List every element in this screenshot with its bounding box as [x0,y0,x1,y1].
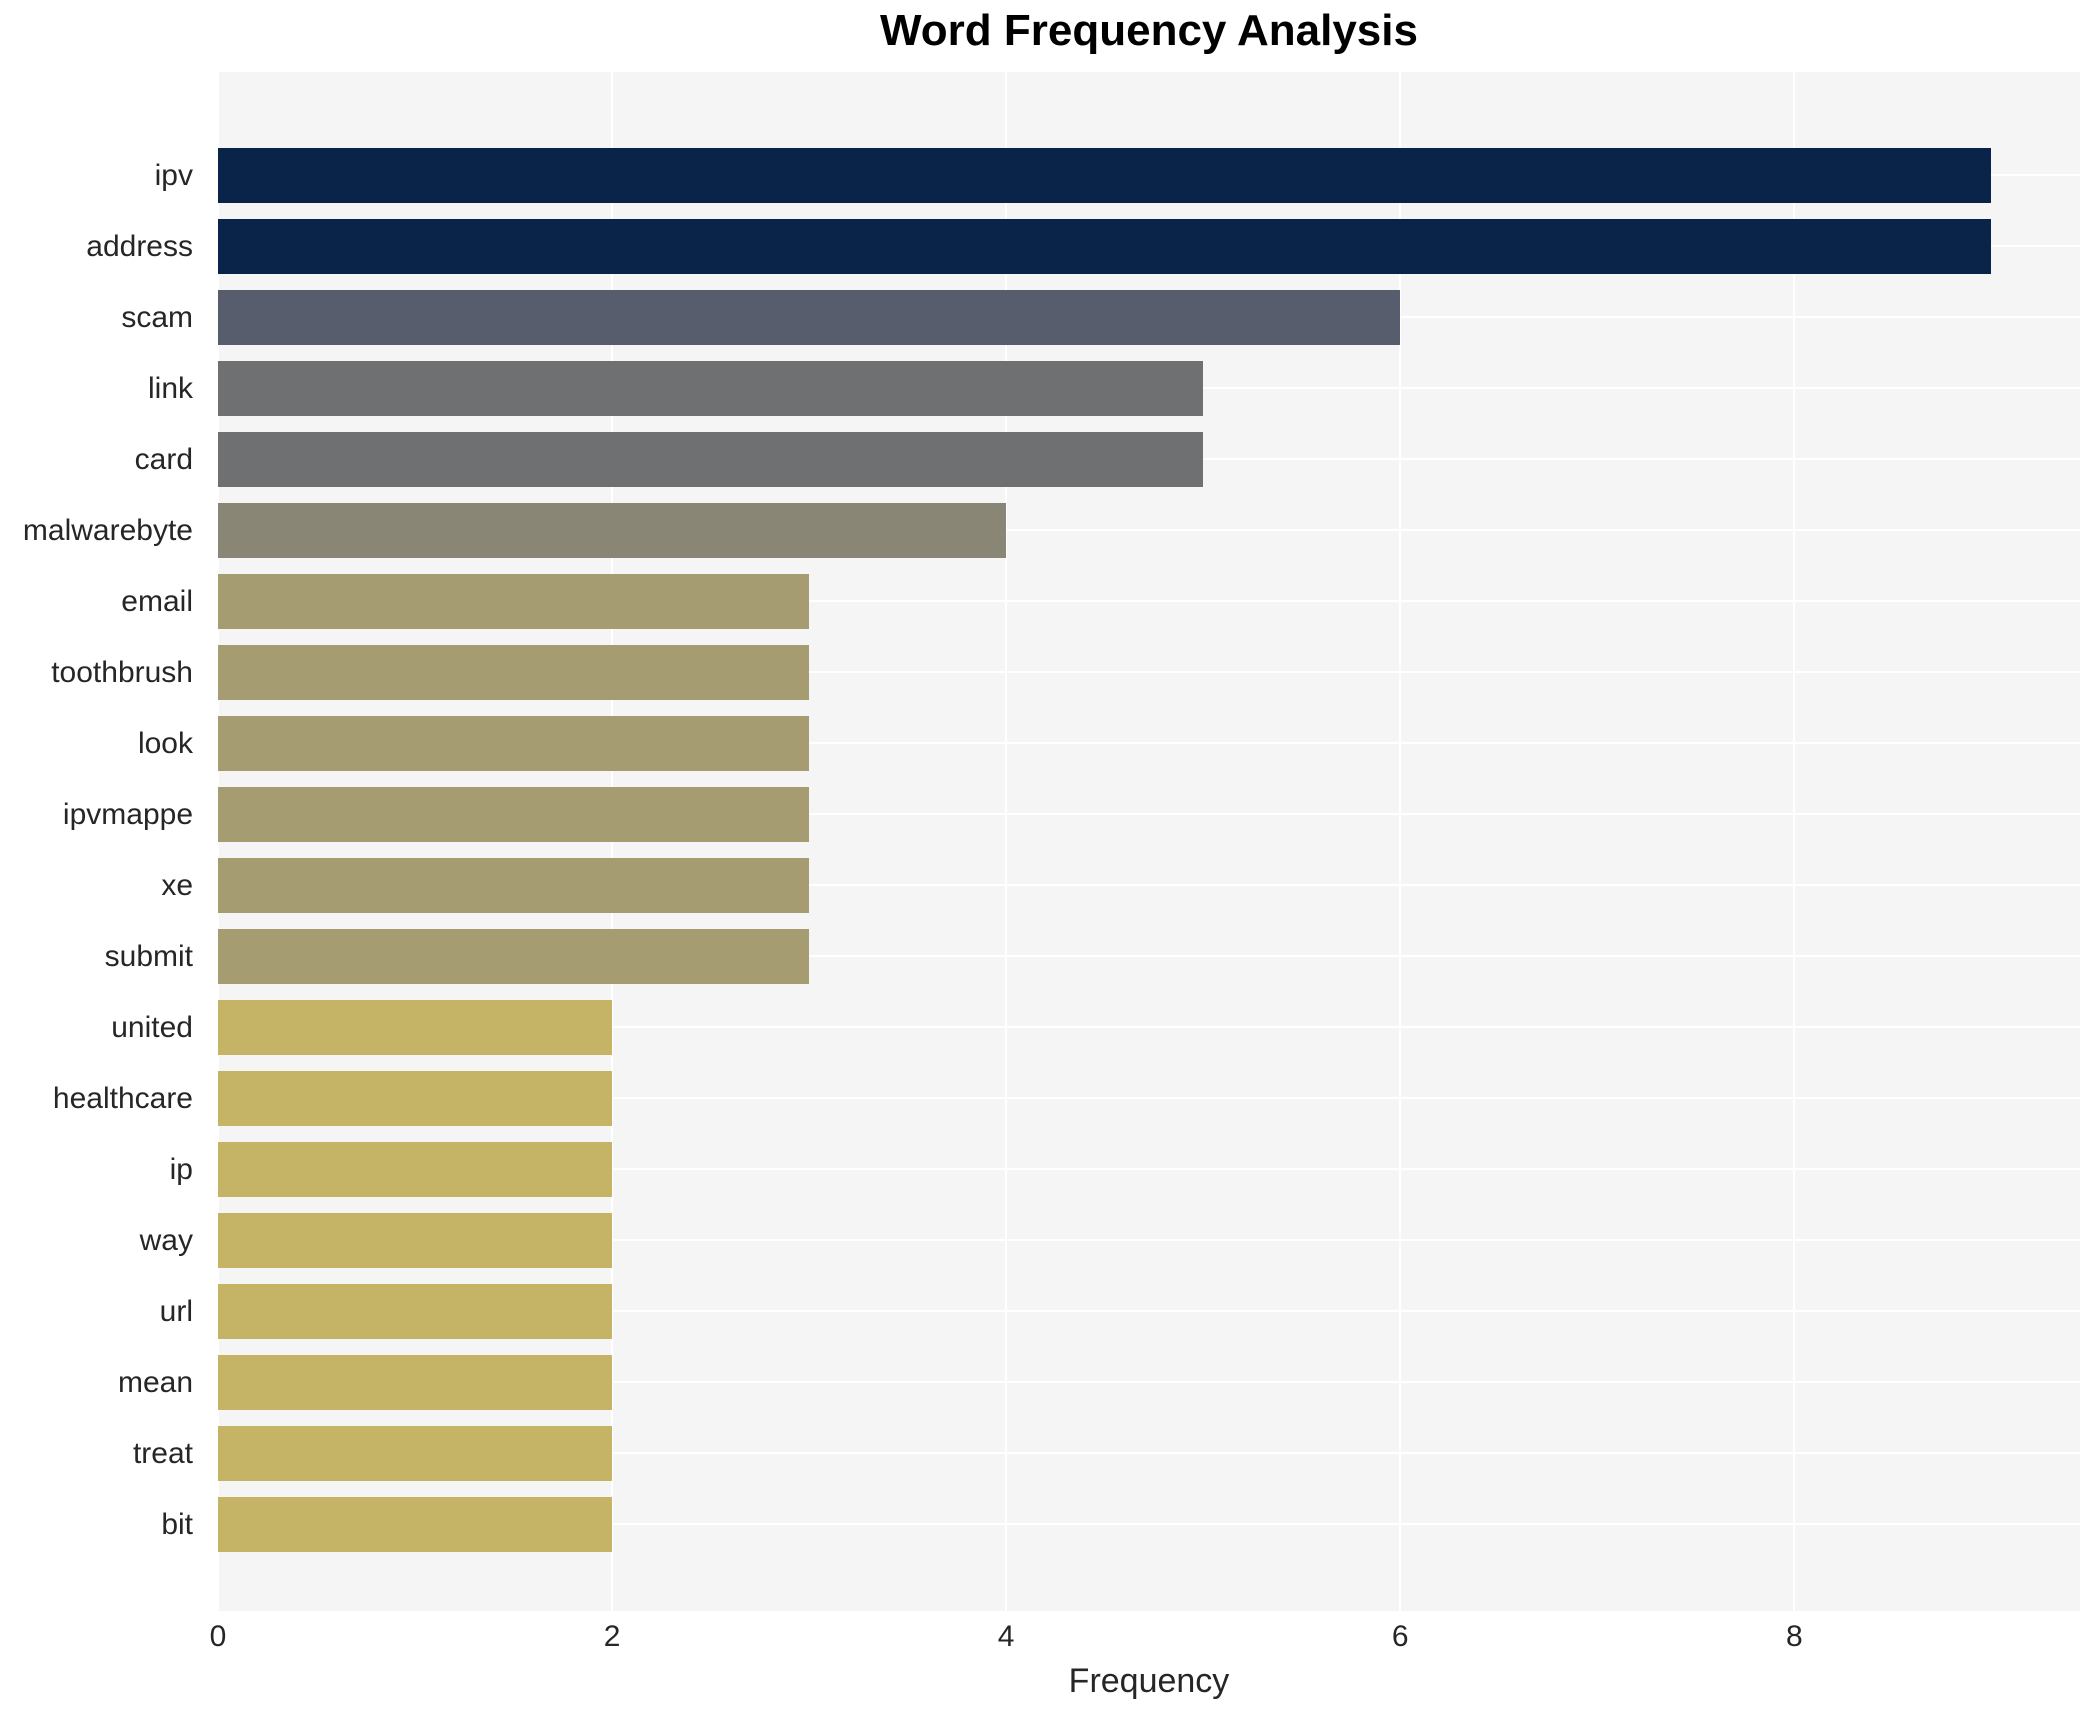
h-gridline [218,1097,2080,1099]
bar-ip [218,1141,613,1197]
y-tick-label-toothbrush: toothbrush [51,655,193,689]
y-tick-label-scam: scam [121,300,193,334]
y-tick-label-mean: mean [117,1365,193,1399]
h-gridline [218,742,2080,744]
bar-address [218,218,1992,274]
x-tick-label-6: 6 [1391,1620,1409,1653]
bar-toothbrush [218,644,810,700]
bar-link [218,360,1204,416]
bar-treat [218,1425,613,1481]
y-tick-label-link: link [147,371,193,405]
y-tick-label-ipvmappe: ipvmappe [62,797,193,831]
h-gridline [218,600,2080,602]
bar-united [218,999,613,1055]
y-tick-label-united: united [111,1010,193,1044]
x-tick-label-0: 0 [209,1620,227,1653]
h-gridline [218,671,2080,673]
y-tick-label-card: card [134,442,193,476]
h-gridline [218,813,2080,815]
bar-email [218,573,810,629]
y-tick-label-ipv: ipv [154,158,193,192]
y-tick-label-ip: ip [169,1152,193,1186]
v-gridline [217,72,219,1611]
h-gridline [218,1239,2080,1241]
bar-look [218,715,810,771]
bar-ipv [218,147,1992,203]
bar-malwarebyte [218,502,1007,558]
y-tick-label-bit: bit [161,1507,193,1541]
bar-xe [218,857,810,913]
y-tick-label-malwarebyte: malwarebyte [22,513,193,547]
chart-title: Word Frequency Analysis [880,6,1418,55]
y-tick-label-address: address [86,229,193,263]
h-gridline [218,1168,2080,1170]
x-tick-label-4: 4 [997,1620,1015,1653]
bar-card [218,431,1204,487]
bar-way [218,1212,613,1268]
h-gridline [218,955,2080,957]
h-gridline [218,1310,2080,1312]
y-tick-label-url: url [159,1294,193,1328]
x-tick-label-2: 2 [603,1620,621,1653]
v-gridline [1399,72,1402,1611]
h-gridline [218,1381,2080,1383]
bar-url [218,1283,613,1339]
bar-bit [218,1496,613,1552]
y-tick-label-look: look [137,726,193,760]
h-gridline [218,1026,2080,1028]
bar-mean [218,1354,613,1410]
bar-submit [218,928,810,984]
bar-scam [218,289,1401,345]
h-gridline [218,529,2080,531]
x-axis-title: Frequency [1068,1662,1230,1700]
y-tick-label-treat: treat [132,1436,193,1470]
y-tick-label-way: way [139,1223,193,1257]
v-gridline [611,72,614,1611]
plot-area [217,72,2080,1611]
y-tick-label-healthcare: healthcare [52,1081,193,1115]
x-tick-label-8: 8 [1785,1620,1803,1653]
y-tick-label-xe: xe [161,868,193,902]
h-gridline [218,1452,2080,1454]
bar-healthcare [218,1070,613,1126]
v-gridline [1793,72,1796,1611]
h-gridline [218,1523,2080,1525]
h-gridline [218,884,2080,886]
v-gridline [1005,72,1008,1611]
bar-ipvmappe [218,786,810,842]
y-tick-label-submit: submit [104,939,193,973]
y-tick-label-email: email [121,584,193,618]
